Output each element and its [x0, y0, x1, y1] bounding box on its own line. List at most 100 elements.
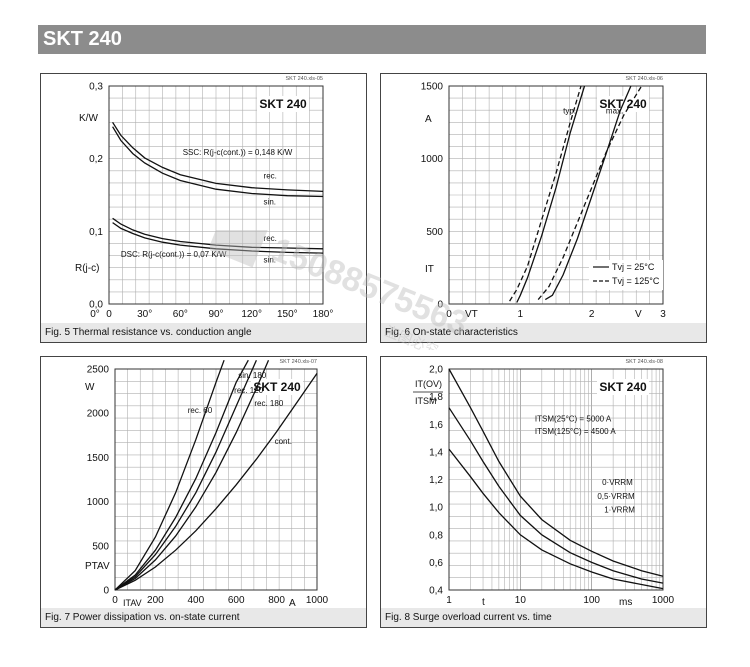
x-tick-label: 0 [446, 309, 452, 320]
title-bg [257, 96, 309, 112]
chart-title: SKT 240 [259, 97, 307, 111]
x-tick-label: 180° [313, 309, 334, 320]
chart-title: SKT 240 [599, 380, 647, 394]
x-tick-label: 800 [268, 595, 285, 606]
chart-title: SKT 240 [253, 380, 301, 394]
plot-frame [448, 368, 664, 591]
annotation-label: 0·VRRM [602, 478, 633, 487]
x-tick-label: 600 [228, 595, 245, 606]
annotation-label: 1·VRRM [604, 506, 635, 515]
x-tick-label: 400 [187, 595, 204, 606]
y-tick-label: 1,8 [429, 392, 443, 403]
page-title: SKT 240 [43, 28, 122, 50]
x-tick-label: 0 [112, 595, 118, 606]
series-line [448, 407, 664, 584]
series-line [112, 222, 324, 254]
y-tick-label: 0,0 [89, 300, 103, 311]
y-axis-label: PTAV [85, 561, 110, 572]
series-line [114, 359, 257, 591]
y-tick-label: 0,2 [89, 154, 103, 165]
y-tick-label: 1000 [87, 497, 110, 508]
y-axis-unit: W [85, 382, 95, 393]
y-tick-label: 500 [426, 227, 443, 238]
y-tick-label: 0,6 [429, 558, 443, 569]
annotation-label: cont. [275, 437, 292, 446]
chart-panel-fig7: SKT 240.xls-07 0 500 1000 1500 2000 2500 0 200 40… [40, 356, 367, 628]
x-tick-label: 120° [241, 309, 262, 320]
x-axis-label: t [482, 597, 485, 608]
series-line [114, 359, 270, 591]
series-line [112, 121, 324, 193]
title-bg [251, 379, 303, 395]
x-tick-label: 10 [515, 595, 527, 606]
annotation-label: sin. [264, 197, 276, 206]
y-tick-label: 2,0 [429, 365, 443, 376]
x-axis-unit: ms [619, 597, 632, 608]
y-tick-label: 500 [92, 541, 109, 552]
series-line [114, 373, 318, 591]
chart-file-label: SKT 240.xls-08 [625, 359, 663, 365]
y-axis-label: R(j-c) [75, 263, 99, 274]
y-tick-label: 1,6 [429, 420, 443, 431]
series-line [509, 85, 582, 302]
title-bg [597, 379, 649, 395]
series-line [448, 448, 664, 590]
y-tick-label: 0,8 [429, 530, 443, 541]
series-line [516, 85, 586, 303]
y-axis-label: IT [425, 264, 434, 275]
annotation-label: sin. 180 [238, 371, 267, 380]
y-tick-label: 0,1 [89, 227, 103, 238]
annotation-label: sin. [264, 256, 276, 265]
x-axis-label: ITAV [123, 598, 142, 608]
annotation-label: SSC: R(j-c(cont.)) = 0,148 K/W [183, 148, 293, 157]
y-tick-label: 2000 [87, 409, 110, 420]
y-tick-label: 0 [437, 300, 443, 311]
x-tick-label: 1000 [652, 595, 675, 606]
x-tick-label: 1 [446, 595, 452, 606]
series-line [114, 359, 225, 591]
x-tick-label: 90° [208, 309, 223, 320]
x-tick-label: 30° [137, 309, 152, 320]
header-bar: SKT 240 [38, 25, 706, 54]
series-line [112, 126, 324, 198]
y-axis-unit: K/W [79, 113, 98, 124]
annotation-label: typ. [563, 107, 576, 116]
annotation-label: rec. [264, 234, 277, 243]
series-line [544, 85, 632, 301]
x-axis-label: VT [465, 309, 478, 320]
annotation-label: rec. 180 [254, 399, 283, 408]
chart-caption: Fig. 7 Power dissipation vs. on-state cu… [41, 608, 366, 627]
y-tick-label: 1000 [421, 154, 444, 165]
plot-frame [114, 368, 318, 591]
chart-caption: Fig. 8 Surge overload current vs. time [381, 608, 706, 627]
y-tick-label: 1,2 [429, 475, 443, 486]
x-tick-label: 0° [90, 309, 100, 320]
annotation-label: max. [606, 107, 623, 116]
annotation-label: ITSM(125°C) = 4500 A [535, 427, 616, 436]
chart-fig5: SKT 240.xls-05 0,0 0,1 0,2 0,3 0° 0 30° 60° 90° 12… [75, 76, 334, 320]
y-tick-label: 2500 [87, 365, 110, 376]
plot-frame [108, 85, 324, 305]
chart-panel-fig6: SKT 240.xls-06 0 500 1000 1500 0 1 2 3 SKT 240 typ… [380, 73, 707, 343]
chart-panel-fig5: SKT 240.xls-05 0,0 0,1 0,2 0,3 0° 0 30° 60° 90° 12… [40, 73, 367, 343]
chart-panel-fig8: SKT 240.xls-08 0,4 0,6 0,8 1,0 1,2 1,4 1,6 1,8 2,… [380, 356, 707, 628]
annotation-label: rec. 60 [188, 406, 213, 415]
annotation-label: rec. [264, 171, 277, 180]
y-tick-label: 1,4 [429, 447, 443, 458]
x-tick-label: 3 [660, 309, 666, 320]
chart-fig7: SKT 240.xls-07 0 500 1000 1500 2000 2500 0 200 40… [85, 359, 329, 608]
series-line [112, 217, 324, 250]
x-tick-label: 60° [173, 309, 188, 320]
annotation-label: ITSM(25°C) = 5000 A [535, 414, 612, 423]
series-line [448, 368, 664, 577]
chart-fig8: SKT 240.xls-08 0,4 0,6 0,8 1,0 1,2 1,4 1,6 1,8 2,… [413, 359, 675, 608]
annotation-label: 0,5·VRRM [597, 492, 635, 501]
y-tick-label: 0,3 [89, 82, 103, 93]
series-line [114, 359, 249, 591]
annotation-label: DSC: R(j-c(cont.)) = 0,07 K/W [121, 250, 227, 259]
plot-frame [448, 85, 664, 305]
x-tick-label: 100 [583, 595, 600, 606]
x-tick-label: 1 [518, 309, 524, 320]
x-tick-label: 200 [147, 595, 164, 606]
